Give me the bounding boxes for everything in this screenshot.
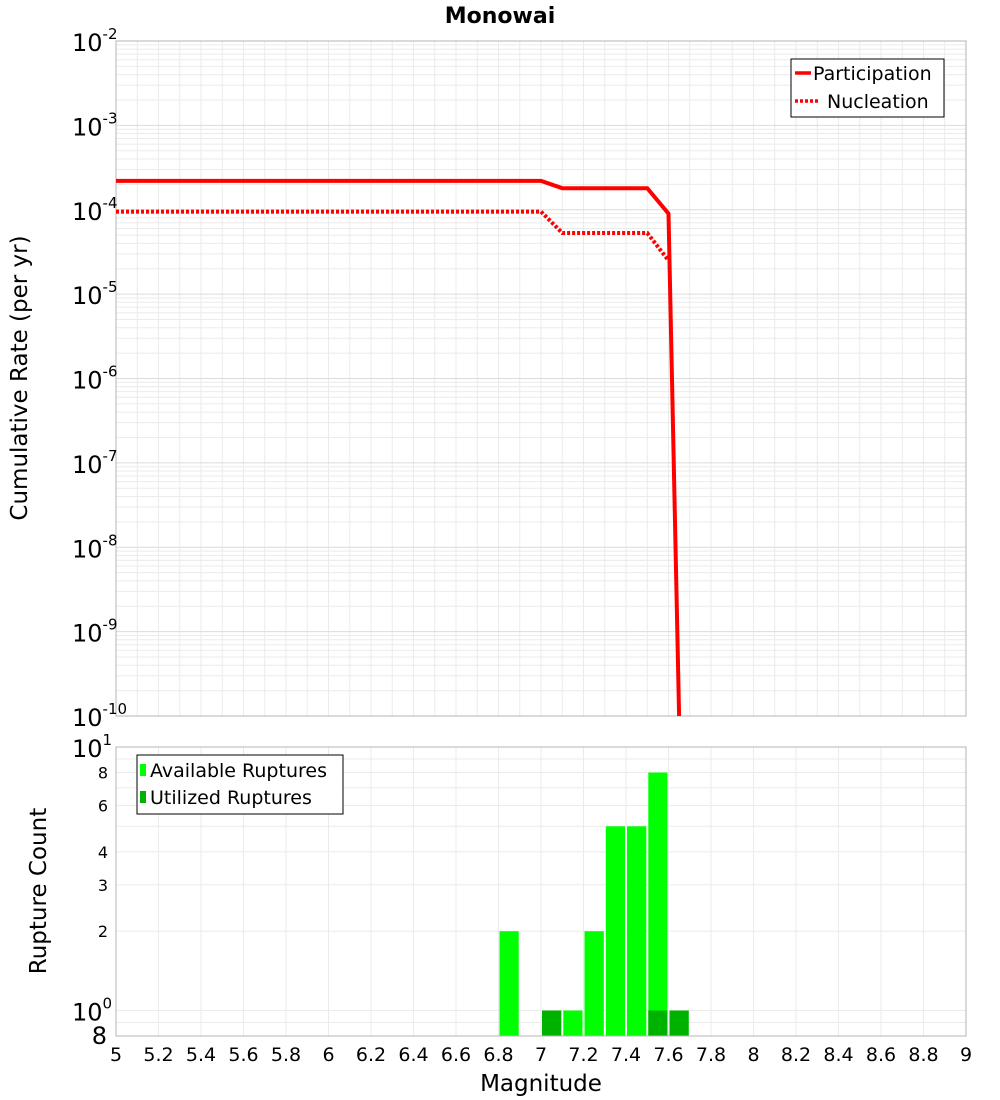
x-tick-label: 5.2 bbox=[143, 1044, 173, 1066]
chart-title: Monowai bbox=[445, 4, 556, 29]
legend-swatch-available bbox=[140, 764, 146, 776]
bar-utilized-ruptures bbox=[669, 1010, 689, 1036]
count-legend-box bbox=[136, 754, 344, 815]
series-line-nucleation bbox=[116, 209, 671, 262]
rate-y-tick-label: 10-6 bbox=[72, 363, 118, 395]
x-tick-label: 6 bbox=[322, 1044, 334, 1066]
legend-label-utilized: Utilized Ruptures bbox=[150, 787, 312, 809]
legend-label-nucleation: Nucleation bbox=[827, 91, 929, 113]
rate-legend-box bbox=[790, 58, 945, 118]
rate-y-tick-label: 10-8 bbox=[72, 531, 118, 563]
count-y-tick-minor: 3 bbox=[98, 876, 108, 895]
x-tick-label: 6.6 bbox=[441, 1044, 471, 1066]
rate-y-axis-label: Cumulative Rate (per yr) bbox=[7, 235, 33, 520]
count-bars bbox=[499, 772, 689, 1036]
x-tick-label: 6.8 bbox=[483, 1044, 513, 1066]
count-y-tick-minor: 8 bbox=[92, 1022, 107, 1050]
x-tick-label: 9 bbox=[960, 1044, 972, 1066]
x-tick-label: 8.8 bbox=[908, 1044, 938, 1066]
x-tick-label: 7.8 bbox=[696, 1044, 726, 1066]
bar-utilized-ruptures bbox=[648, 1010, 668, 1036]
x-tick-label: 8 bbox=[747, 1044, 759, 1066]
bar-available-ruptures bbox=[605, 826, 625, 1036]
rate-y-tick-label: 10-3 bbox=[72, 109, 118, 141]
rate-y-tick-label: 10-7 bbox=[72, 447, 118, 479]
count-gridlines bbox=[115, 747, 967, 1036]
series-line-participation bbox=[116, 178, 682, 717]
x-tick-label: 5.4 bbox=[186, 1044, 216, 1066]
count-legend: Available Ruptures Utilized Ruptures bbox=[136, 754, 344, 815]
x-tick-label: 5 bbox=[110, 1044, 122, 1066]
rate-gridlines bbox=[115, 41, 967, 717]
x-tick-label: 8.2 bbox=[781, 1044, 811, 1066]
x-tick-label: 7.2 bbox=[568, 1044, 598, 1066]
rate-plot-frame bbox=[115, 40, 967, 717]
rate-y-tick-label: 10-9 bbox=[72, 616, 118, 648]
rate-y-tick-label: 10-2 bbox=[72, 25, 118, 57]
rate-series bbox=[116, 178, 682, 717]
bar-available-ruptures bbox=[648, 772, 668, 1036]
rate-y-tick-label: 10-5 bbox=[72, 278, 118, 310]
count-y-tick-minor: 8 bbox=[98, 764, 108, 783]
legend-swatch-utilized bbox=[140, 791, 146, 803]
x-axis-label: Magnitude bbox=[480, 1071, 602, 1097]
count-y-tick-major: 101 bbox=[72, 731, 112, 763]
x-tick-label: 5.8 bbox=[271, 1044, 301, 1066]
rate-panel: 10-2 10-3 10-4 10-5 10-6 10-7 10-8 10-9 10-10 Cu… bbox=[7, 25, 967, 732]
count-plot-frame bbox=[115, 746, 967, 1037]
bar-available-ruptures bbox=[627, 826, 647, 1036]
bar-available-ruptures bbox=[584, 931, 604, 1036]
x-tick-label: 6.4 bbox=[398, 1044, 428, 1066]
rate-y-tick-label: 10-10 bbox=[72, 700, 127, 732]
legend-label-participation: Participation bbox=[813, 63, 932, 85]
rate-y-ticks: 10-2 10-3 10-4 10-5 10-6 10-7 10-8 10-9 10-10 bbox=[72, 25, 127, 732]
x-tick-label: 8.6 bbox=[866, 1044, 896, 1066]
x-tick-label: 7.6 bbox=[653, 1044, 683, 1066]
count-y-tick-minor: 6 bbox=[98, 796, 108, 815]
count-y-axis-label: Rupture Count bbox=[26, 808, 52, 974]
bar-available-ruptures bbox=[563, 1010, 583, 1036]
count-y-tick-major: 100 bbox=[72, 994, 112, 1026]
legend-label-available: Available Ruptures bbox=[150, 760, 327, 782]
magnitude-x-ticks: 5 5.2 5.4 5.6 5.8 6 6.2 6.4 6.6 6.8 7 7.2 7.4 7.6 7.8 8… bbox=[110, 1044, 972, 1066]
x-tick-label: 5.6 bbox=[228, 1044, 258, 1066]
rate-legend: Participation Nucleation bbox=[790, 58, 945, 118]
count-y-tick-minor: 2 bbox=[98, 922, 108, 941]
bar-utilized-ruptures bbox=[542, 1010, 562, 1036]
x-tick-label: 7.4 bbox=[611, 1044, 641, 1066]
x-tick-label: 7 bbox=[535, 1044, 547, 1066]
x-tick-label: 6.2 bbox=[356, 1044, 386, 1066]
x-tick-label: 8.4 bbox=[823, 1044, 853, 1066]
count-y-tick-minor: 4 bbox=[98, 843, 108, 862]
rate-y-tick-label: 10-4 bbox=[72, 194, 118, 226]
bar-available-ruptures bbox=[499, 931, 519, 1036]
